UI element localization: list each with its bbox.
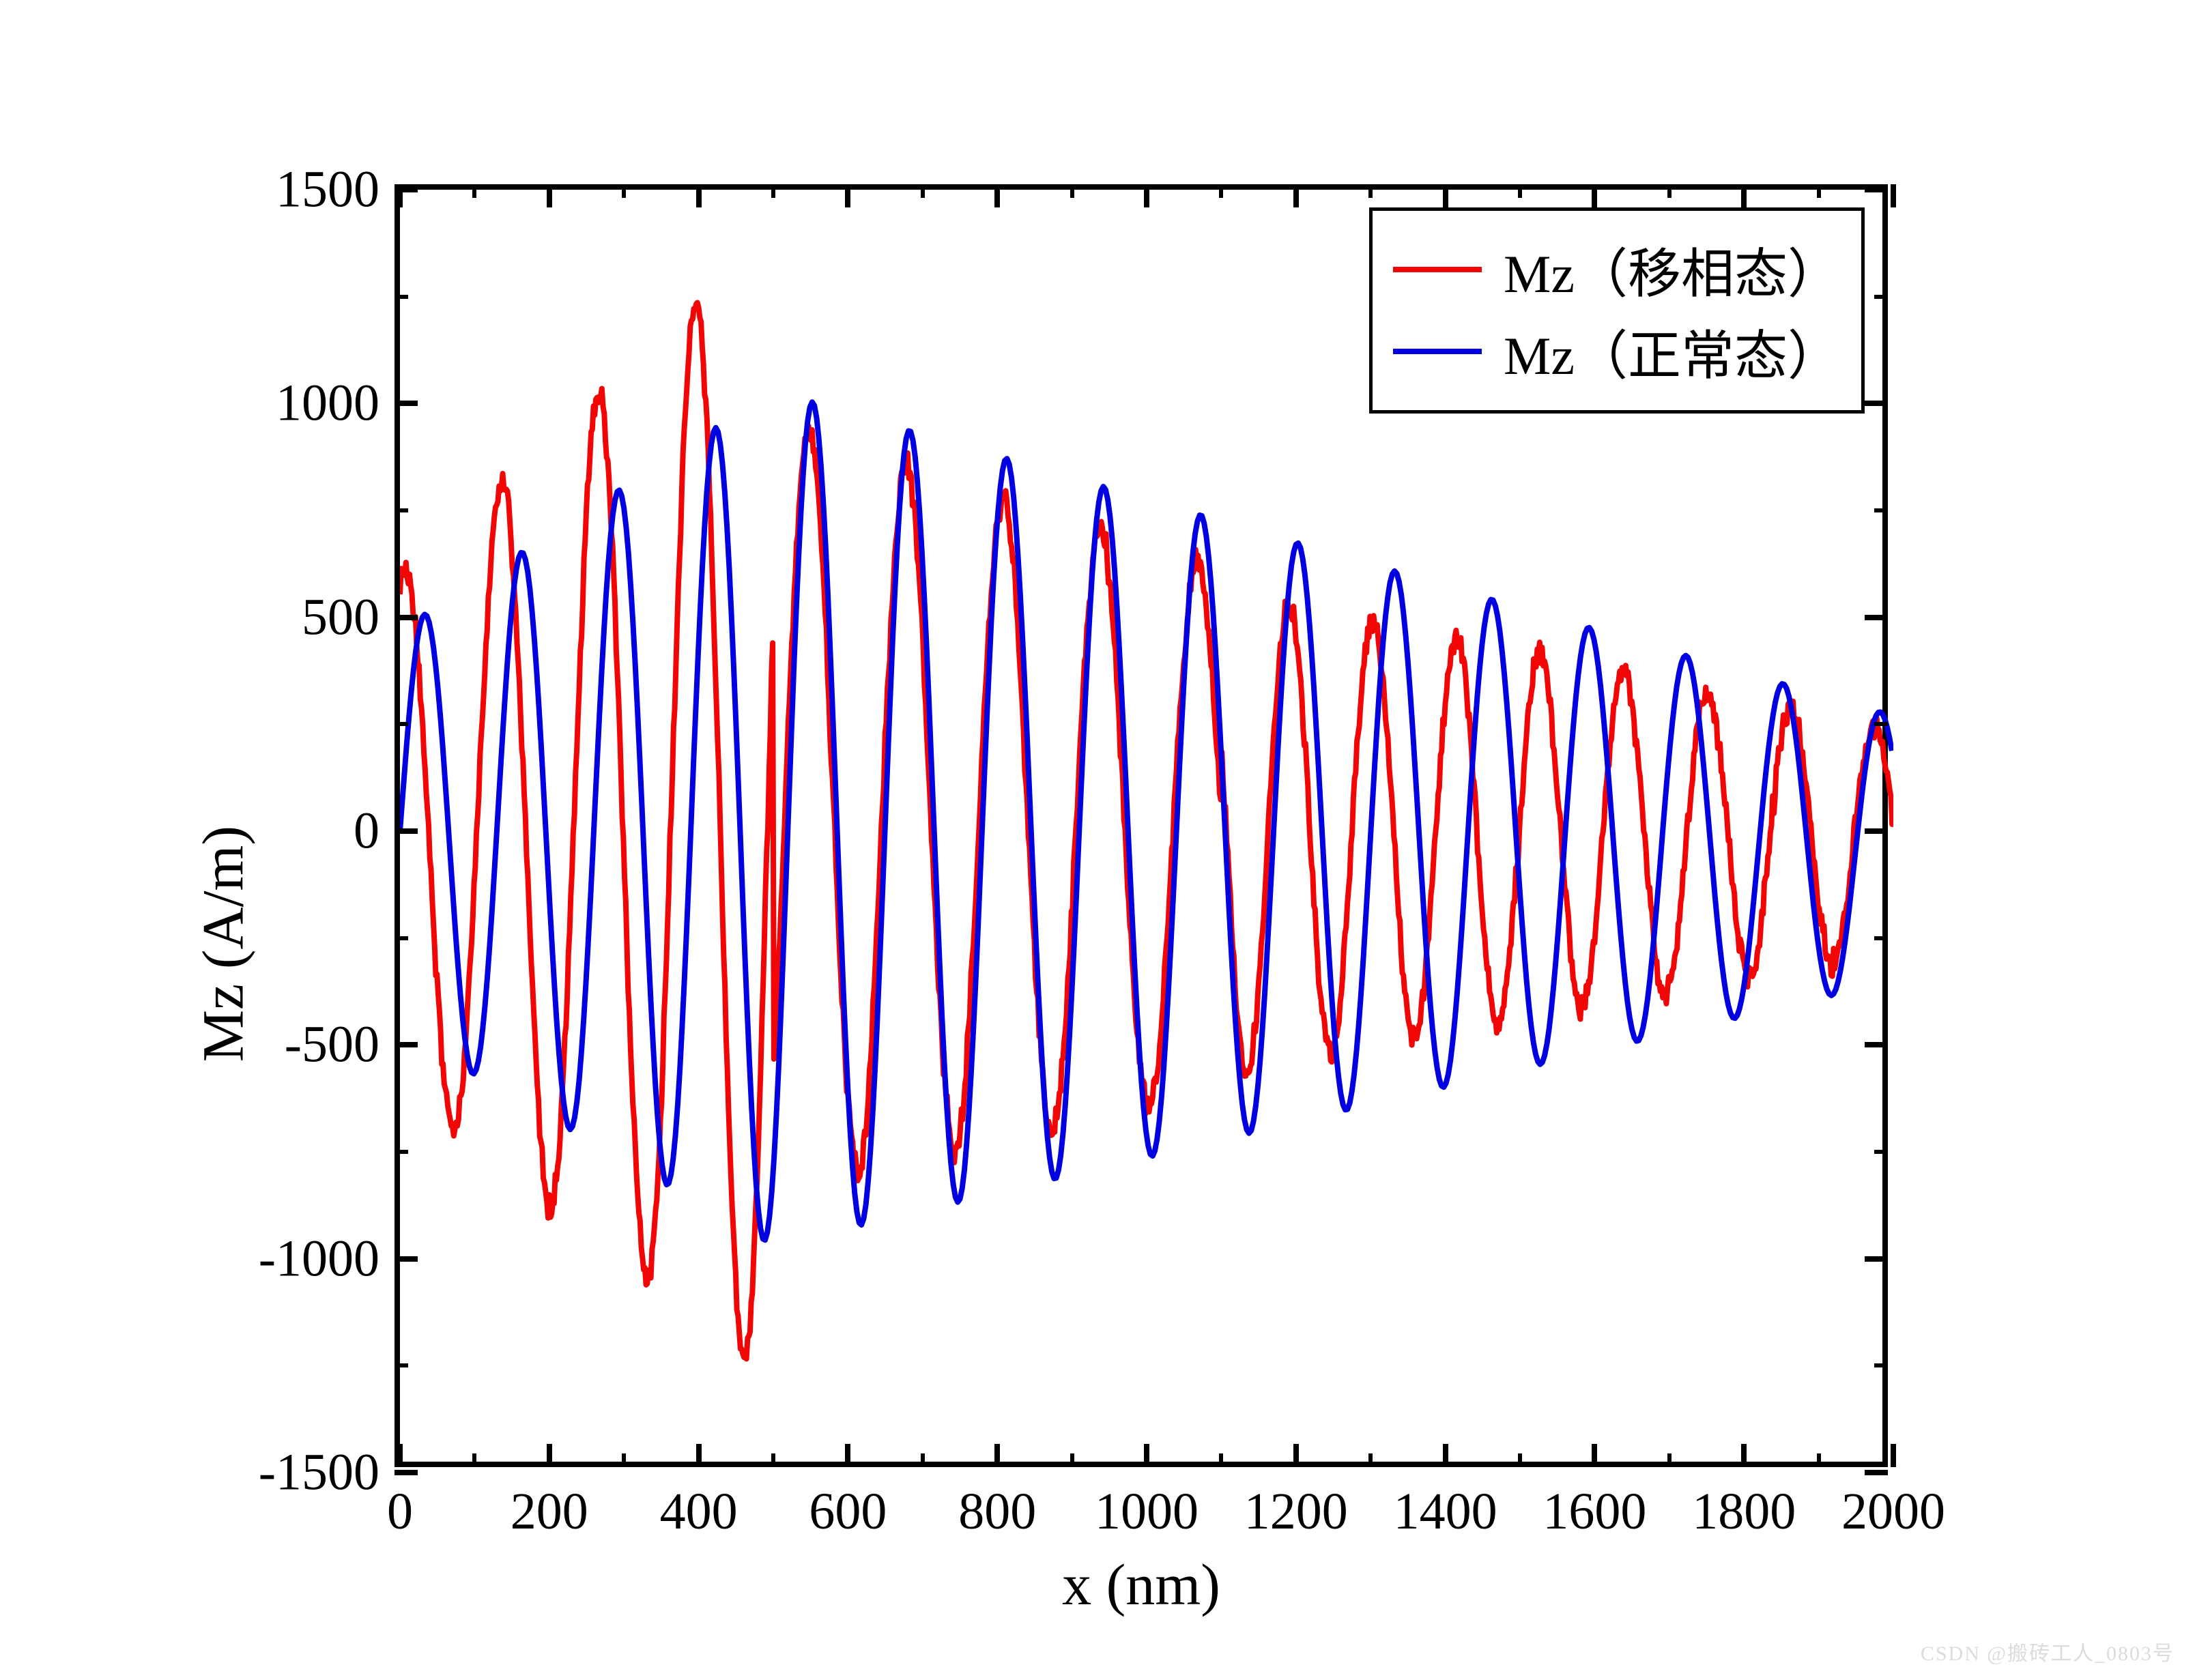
- x-tick-label: 400: [660, 1482, 738, 1541]
- legend-item: Mz（移相态）: [1393, 231, 1841, 308]
- legend-label: Mz（正常态）: [1504, 313, 1841, 390]
- x-tick-label: 1200: [1244, 1482, 1348, 1541]
- watermark: CSDN @搬砖工人_0803号: [1921, 1636, 2175, 1666]
- plot-area: Mz（移相态）Mz（正常态） x (nm) Mz (A/m) 020040060…: [394, 184, 1888, 1467]
- y-tick-label: -500: [285, 1015, 379, 1075]
- x-tick-label: 1000: [1095, 1482, 1199, 1541]
- legend-item: Mz（正常态）: [1393, 313, 1841, 390]
- x-tick-label: 600: [809, 1482, 887, 1541]
- x-tick-label: 2000: [1841, 1482, 1945, 1541]
- legend-label: Mz（移相态）: [1504, 231, 1841, 308]
- y-tick-label: 1500: [276, 160, 379, 220]
- x-tick-label: 800: [958, 1482, 1036, 1541]
- x-tick-label: 0: [387, 1482, 413, 1541]
- y-tick-label: -1000: [259, 1229, 379, 1288]
- x-tick-label: 200: [511, 1482, 588, 1541]
- x-tick-label: 1600: [1543, 1482, 1646, 1541]
- y-tick-label: 1000: [276, 374, 379, 433]
- x-axis-label: x (nm): [1062, 1550, 1220, 1619]
- y-axis-label: Mz (A/m): [188, 826, 257, 1062]
- legend-swatch: [1393, 349, 1482, 354]
- legend-swatch: [1393, 267, 1482, 272]
- series-red: [400, 303, 1893, 1359]
- x-tick-label: 1800: [1692, 1482, 1796, 1541]
- y-tick-label: 0: [354, 802, 379, 861]
- chart-container: Mz（移相态）Mz（正常态） x (nm) Mz (A/m) 0 200 400 60…: [0, 0, 2195, 1680]
- legend: Mz（移相态）Mz（正常态）: [1369, 207, 1865, 414]
- y-tick-label: 500: [302, 588, 379, 647]
- y-tick-label: -1500: [259, 1443, 379, 1503]
- x-tick-label: 1400: [1394, 1482, 1497, 1541]
